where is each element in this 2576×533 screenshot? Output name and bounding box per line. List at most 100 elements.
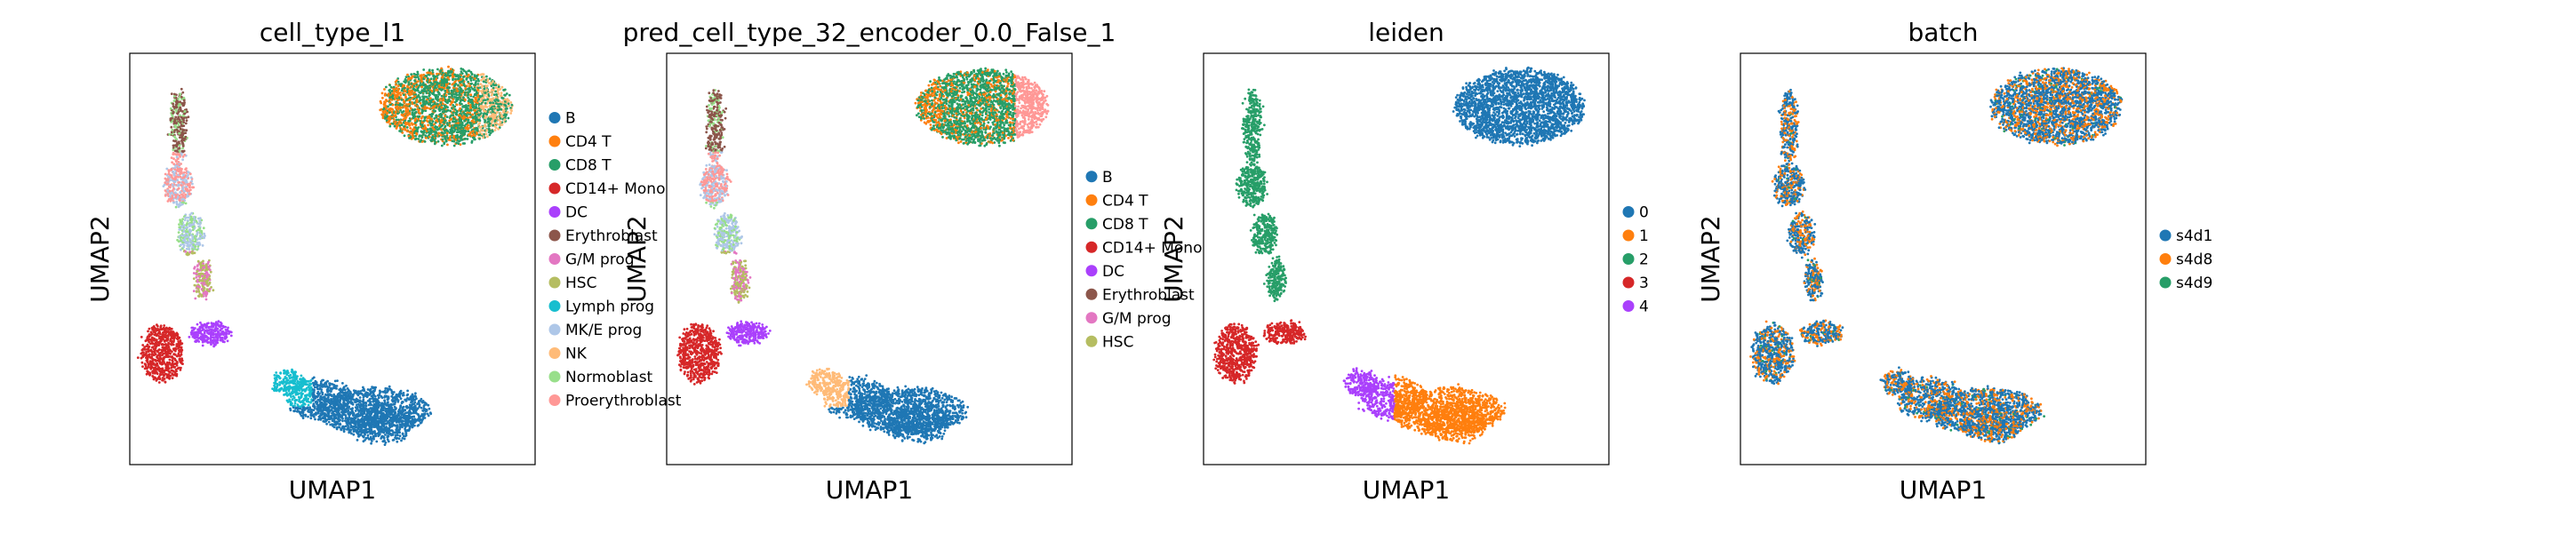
cell-point (507, 116, 510, 120)
cell-point (420, 104, 423, 107)
cell-point (333, 379, 337, 383)
cell-point (410, 401, 412, 404)
cell-point (298, 392, 300, 395)
cell-point (289, 409, 292, 412)
cell-point (473, 108, 476, 112)
cell-point (297, 407, 300, 410)
cell-point (327, 420, 331, 424)
cell-point (484, 110, 487, 113)
cell-point (492, 83, 495, 86)
cell-point (397, 428, 400, 432)
cell-point (388, 430, 391, 434)
cell-point (428, 107, 431, 110)
cell-point (346, 405, 349, 409)
cell-point (460, 90, 463, 93)
cell-point (364, 423, 368, 426)
cell-point (447, 70, 450, 74)
cell-point (145, 352, 148, 355)
cell-point (444, 131, 446, 134)
cell-point (463, 84, 467, 88)
cell-point (444, 93, 448, 97)
cell-point (357, 421, 360, 425)
cell-point (394, 411, 397, 415)
cell-point (480, 99, 483, 103)
cell-point (426, 84, 428, 88)
cell-point (291, 398, 294, 401)
cell-point (453, 84, 457, 86)
cell-point (332, 410, 334, 413)
cell-point (477, 79, 480, 83)
cell-point (339, 423, 342, 426)
cell-point (485, 106, 489, 108)
cell-point (366, 419, 369, 423)
cell-point (403, 93, 405, 97)
cell-point (470, 72, 474, 76)
cell-point (405, 98, 409, 101)
cell-point (161, 377, 164, 379)
cell-point (419, 140, 422, 143)
cell-point (381, 413, 384, 416)
cell-point (450, 70, 453, 74)
cell-point (159, 372, 162, 376)
cell-point (314, 418, 316, 421)
cell-point (313, 412, 316, 416)
cell-point (140, 352, 143, 355)
cell-point (432, 109, 436, 112)
cell-point (407, 424, 410, 427)
cell-point (391, 434, 395, 436)
cell-point (473, 136, 476, 139)
cell-point (490, 84, 493, 88)
cell-point (449, 109, 452, 113)
cell-point (309, 379, 312, 383)
cell-point (453, 73, 456, 76)
cell-point (161, 346, 164, 349)
cell-point (403, 134, 406, 138)
cell-point (417, 111, 420, 114)
cell-point (384, 386, 388, 390)
cell-point (453, 105, 457, 108)
cell-point (475, 106, 478, 109)
cell-point (452, 92, 455, 96)
cell-point (493, 99, 497, 103)
cell-point (479, 95, 483, 99)
cell-point (408, 117, 412, 120)
cell-point (413, 79, 416, 83)
cell-point (393, 405, 396, 409)
cell-point (376, 405, 380, 408)
cell-point (392, 118, 396, 121)
cell-point (483, 94, 486, 97)
cell-point (333, 420, 337, 424)
cell-point (408, 112, 412, 115)
cell-point (309, 382, 313, 386)
cell-point (476, 128, 479, 131)
cell-point (330, 417, 333, 420)
cell-point (403, 105, 405, 108)
cell-point (399, 410, 403, 412)
cell-point (471, 116, 475, 120)
cell-point (499, 111, 502, 115)
cell-point (428, 135, 431, 139)
cell-point (463, 124, 467, 128)
cell-point (410, 398, 413, 402)
cell-point (504, 104, 508, 107)
cell-point (448, 96, 452, 99)
cell-point (346, 428, 348, 431)
cell-point (460, 102, 463, 106)
cell-point (443, 135, 446, 138)
cell-point (441, 138, 444, 141)
cell-point (380, 434, 384, 438)
cell-point (151, 342, 155, 346)
cell-point (395, 127, 398, 130)
cell-point (482, 129, 484, 132)
cell-point (160, 367, 164, 370)
cell-point (440, 106, 444, 109)
cell-point (165, 327, 168, 330)
cell-point (141, 347, 145, 351)
cell-point (358, 396, 362, 399)
cell-point (151, 362, 155, 364)
cell-point (411, 100, 413, 104)
cell-point (157, 335, 161, 338)
cell-point (342, 430, 346, 434)
cell-point (406, 85, 409, 89)
